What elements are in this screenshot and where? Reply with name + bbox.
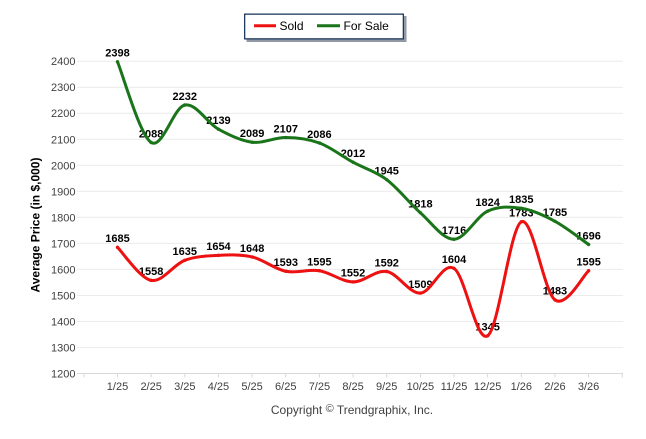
- svg-text:10/25: 10/25: [407, 381, 435, 393]
- svg-text:1654: 1654: [206, 241, 231, 253]
- svg-text:4/25: 4/25: [208, 381, 229, 393]
- svg-text:3/25: 3/25: [174, 381, 195, 393]
- svg-text:3/26: 3/26: [578, 381, 599, 393]
- svg-text:2/26: 2/26: [544, 381, 565, 393]
- svg-text:1593: 1593: [274, 257, 298, 269]
- svg-text:1700: 1700: [51, 238, 75, 250]
- svg-text:2400: 2400: [51, 56, 75, 68]
- svg-text:2000: 2000: [51, 160, 75, 172]
- svg-text:12/25: 12/25: [474, 381, 502, 393]
- svg-text:1824: 1824: [475, 197, 500, 209]
- svg-text:1835: 1835: [509, 194, 533, 206]
- svg-text:Copyright © Trendgraphix, Inc.: Copyright © Trendgraphix, Inc.: [271, 403, 433, 417]
- svg-text:1635: 1635: [173, 246, 197, 258]
- svg-text:1/26: 1/26: [511, 381, 532, 393]
- svg-text:2/25: 2/25: [140, 381, 161, 393]
- svg-text:2107: 2107: [274, 123, 298, 135]
- svg-text:For Sale: For Sale: [344, 19, 390, 33]
- svg-text:5/25: 5/25: [241, 381, 262, 393]
- svg-text:Sold: Sold: [280, 19, 304, 33]
- svg-text:1604: 1604: [442, 254, 467, 266]
- svg-text:1648: 1648: [240, 243, 264, 255]
- svg-text:1685: 1685: [105, 233, 129, 245]
- svg-text:1785: 1785: [543, 207, 567, 219]
- svg-text:1800: 1800: [51, 212, 75, 224]
- svg-text:1/25: 1/25: [107, 381, 128, 393]
- svg-text:1600: 1600: [51, 264, 75, 276]
- svg-text:1716: 1716: [442, 225, 466, 237]
- svg-text:9/25: 9/25: [376, 381, 397, 393]
- svg-text:2089: 2089: [240, 128, 264, 140]
- svg-text:1552: 1552: [341, 268, 365, 280]
- svg-text:2200: 2200: [51, 108, 75, 120]
- svg-text:Average Price (in $,000): Average Price (in $,000): [29, 158, 43, 293]
- svg-text:1400: 1400: [51, 316, 75, 328]
- svg-text:2100: 2100: [51, 134, 75, 146]
- svg-text:1300: 1300: [51, 342, 75, 354]
- svg-text:1595: 1595: [576, 257, 600, 269]
- svg-text:1509: 1509: [408, 279, 432, 291]
- svg-text:6/25: 6/25: [275, 381, 296, 393]
- svg-text:1483: 1483: [543, 286, 567, 298]
- svg-text:1558: 1558: [139, 266, 163, 278]
- svg-text:1900: 1900: [51, 186, 75, 198]
- svg-text:8/25: 8/25: [342, 381, 363, 393]
- svg-text:2300: 2300: [51, 82, 75, 94]
- svg-text:1200: 1200: [51, 368, 75, 380]
- svg-text:7/25: 7/25: [309, 381, 330, 393]
- svg-text:2398: 2398: [105, 48, 129, 60]
- svg-text:1696: 1696: [576, 230, 600, 242]
- svg-text:2086: 2086: [307, 129, 331, 141]
- svg-text:2232: 2232: [173, 91, 197, 103]
- svg-text:1592: 1592: [374, 257, 398, 269]
- svg-text:11/25: 11/25: [441, 381, 468, 393]
- svg-text:1595: 1595: [307, 257, 331, 269]
- svg-text:1500: 1500: [51, 290, 75, 302]
